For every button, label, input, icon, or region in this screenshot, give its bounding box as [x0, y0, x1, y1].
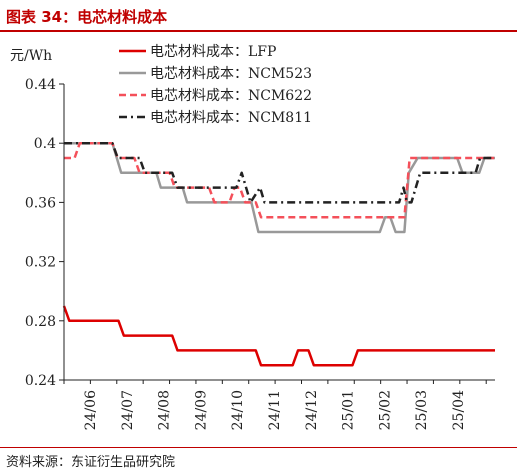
legend-label: 电芯材料成本：LFP: [150, 44, 276, 60]
x-tick-label: 24/12: [304, 390, 320, 430]
title-divider: [0, 30, 517, 32]
x-tick-label: 25/01: [341, 390, 357, 430]
x-tick-label: 24/10: [230, 390, 246, 430]
x-tick-label: 24/07: [120, 390, 136, 430]
source-divider: [0, 447, 517, 448]
y-tick-label: 0.32: [25, 255, 56, 271]
y-tick-label: 0.28: [25, 314, 56, 330]
series-line: [64, 141, 495, 234]
x-tick-label: 24/11: [267, 390, 283, 430]
legend-label: 电芯材料成本：NCM811: [150, 110, 312, 126]
y-tick-label: 0.24: [25, 373, 56, 389]
figure-title: 图表 34：电芯材料成本: [6, 8, 168, 26]
source-note: 资料来源：东证衍生品研究院: [6, 455, 176, 470]
y-tick-label: 0.36: [25, 195, 56, 211]
y-tick-label: 0.4: [34, 136, 56, 152]
series-lines: [62, 141, 495, 367]
series-line: [62, 305, 495, 367]
y-axis-ticks: 0.24 0.28 0.32 0.36 0.4 0.44: [25, 77, 64, 389]
x-tick-label: 25/04: [451, 390, 467, 430]
x-tick-label: 25/03: [414, 390, 430, 430]
series-line: [64, 141, 495, 204]
y-tick-label: 0.44: [25, 77, 56, 93]
x-tick-label: 24/09: [193, 390, 209, 430]
series-line: [64, 141, 495, 219]
x-tick-label: 24/08: [157, 390, 173, 430]
x-axis-ticks: 24/06 24/07 24/08 24/09 24/10 24/11 24/12 25/01…: [63, 380, 487, 430]
chart-legend: 电芯材料成本：LFP 电芯材料成本：NCM523 电芯材料成本：NCM622 电芯材料…: [119, 44, 312, 126]
legend-label: 电芯材料成本：NCM622: [150, 88, 312, 104]
x-tick-label: 25/02: [377, 390, 393, 430]
legend-label: 电芯材料成本：NCM523: [150, 66, 312, 82]
y-axis-label: 元/Wh: [10, 48, 52, 64]
x-tick-label: 24/06: [83, 390, 99, 430]
